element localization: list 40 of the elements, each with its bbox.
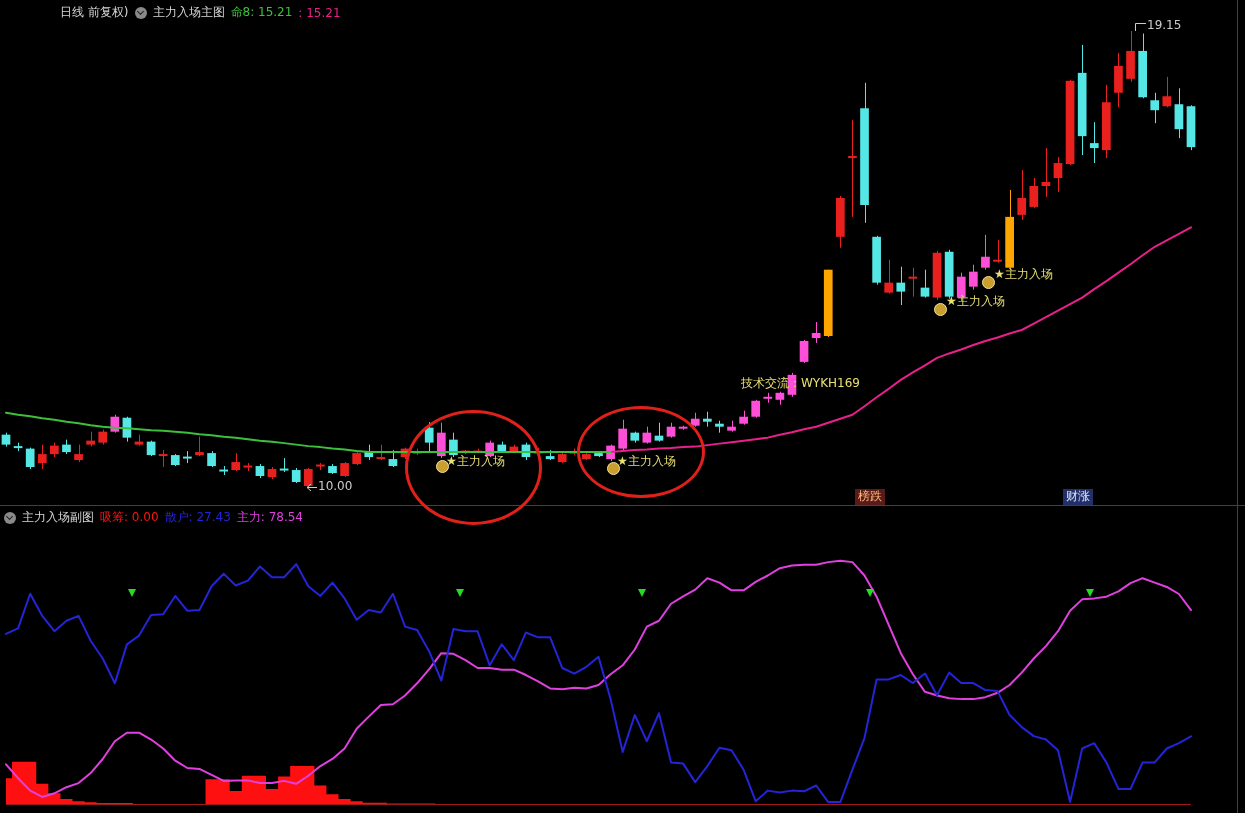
annotation: 10.00 [318, 479, 353, 494]
candlestick [37, 444, 47, 470]
candlestick [618, 419, 628, 452]
candlestick [908, 267, 918, 298]
text: 散户: 27.43 [164, 509, 231, 526]
candlestick [25, 447, 35, 470]
candlestick [811, 321, 821, 344]
candlestick [195, 436, 204, 457]
annotation: 19.15 [1147, 18, 1182, 33]
candlestick [1089, 121, 1099, 164]
candlestick [1041, 147, 1051, 198]
text: : 15.21 [298, 5, 341, 20]
candlestick [799, 339, 809, 364]
annotation: ★主力入场 [617, 454, 676, 469]
candlestick [1162, 76, 1172, 108]
candlestick [424, 421, 434, 453]
text: 财涨 [1066, 489, 1090, 504]
candlestick [920, 269, 930, 299]
text: 主力: 78.54 [236, 509, 304, 526]
candlestick [993, 239, 1002, 264]
candlestick [1150, 92, 1160, 124]
candlestick [896, 266, 906, 306]
candlestick [1053, 156, 1063, 193]
chart-title: 日线 前复权) [60, 4, 129, 21]
candlestick [981, 234, 990, 271]
candlestick [1029, 177, 1039, 209]
text: 榜跌 [858, 489, 882, 504]
candlestick [968, 264, 978, 291]
text: 命8: 15.21 [230, 4, 293, 21]
annotation: ★主力入场 [994, 267, 1053, 282]
candlestick [1017, 169, 1027, 221]
chart-title: 主力入场副图 [22, 509, 94, 526]
candlestick [884, 259, 894, 295]
chart-subtitle: 主力入场主图 [152, 4, 225, 21]
candlestick [654, 422, 664, 443]
candlestick [848, 119, 857, 218]
candlestick [436, 422, 446, 459]
annotation: ★主力入场 [446, 454, 505, 469]
annotation: ★主力入场 [946, 294, 1005, 309]
text: 吸筹: 0.00 [100, 509, 159, 526]
